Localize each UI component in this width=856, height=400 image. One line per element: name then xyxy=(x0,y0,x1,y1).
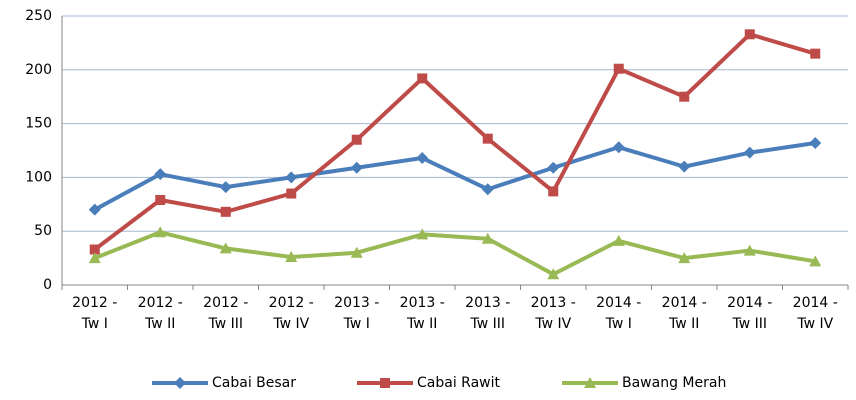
x-tick-label: 2012 - Tw II xyxy=(137,295,183,332)
x-tick-label: 2012 - Tw III xyxy=(203,295,249,332)
y-tick-label: 200 xyxy=(25,62,52,78)
x-tick-label: 2013 - Tw III xyxy=(465,295,511,332)
x-tick-label: 2014 - Tw II xyxy=(661,295,707,332)
y-tick-label: 100 xyxy=(25,169,52,185)
series-line xyxy=(93,32,816,252)
marker xyxy=(417,73,428,84)
x-tick-label: 2012 - Tw I xyxy=(72,295,118,332)
marker xyxy=(89,244,100,255)
marker xyxy=(678,160,691,173)
marker xyxy=(286,188,297,199)
legend-label: Cabai Besar xyxy=(212,375,296,391)
marker xyxy=(350,246,363,258)
y-tick-label: 50 xyxy=(34,223,52,239)
marker xyxy=(350,161,363,174)
marker xyxy=(155,194,166,205)
marker xyxy=(678,252,691,264)
marker xyxy=(219,181,232,194)
marker xyxy=(547,268,560,280)
marker xyxy=(380,378,390,388)
marker xyxy=(285,171,298,184)
marker xyxy=(416,152,429,165)
marker xyxy=(285,251,298,263)
marker xyxy=(154,226,167,238)
marker xyxy=(481,232,494,244)
series-line xyxy=(93,140,816,212)
marker xyxy=(416,228,429,240)
marker xyxy=(351,134,362,145)
marker xyxy=(154,168,167,181)
legend-label: Cabai Rawit xyxy=(417,375,500,391)
marker xyxy=(174,377,186,389)
marker xyxy=(482,133,493,144)
x-tick-label: 2013 - Tw II xyxy=(399,295,445,332)
y-tick-label: 150 xyxy=(25,116,52,132)
marker xyxy=(743,244,756,256)
x-tick-label: 2014 - Tw III xyxy=(727,295,773,332)
marker xyxy=(612,234,625,246)
series-line xyxy=(94,230,816,277)
x-tick-label: 2012 - Tw IV xyxy=(268,295,314,332)
x-tick-label: 2014 - Tw I xyxy=(596,295,642,332)
legend-label: Bawang Merah xyxy=(622,375,726,391)
marker xyxy=(88,203,101,216)
marker xyxy=(743,146,756,159)
x-tick-label: 2013 - Tw I xyxy=(334,295,380,332)
y-tick-label: 0 xyxy=(43,277,52,293)
marker xyxy=(481,183,494,196)
marker xyxy=(744,29,755,40)
marker xyxy=(809,255,822,267)
marker xyxy=(810,48,821,59)
y-tick-label: 250 xyxy=(25,8,52,24)
marker xyxy=(809,136,822,149)
x-tick-label: 2013 - Tw IV xyxy=(530,295,576,332)
marker xyxy=(679,91,690,102)
marker xyxy=(547,161,560,174)
x-tick-label: 2014 - Tw IV xyxy=(792,295,838,332)
marker xyxy=(548,186,559,197)
marker xyxy=(220,206,231,217)
marker xyxy=(88,252,101,264)
marker xyxy=(584,377,596,388)
marker xyxy=(613,63,624,74)
marker xyxy=(219,242,232,254)
marker xyxy=(612,141,625,154)
